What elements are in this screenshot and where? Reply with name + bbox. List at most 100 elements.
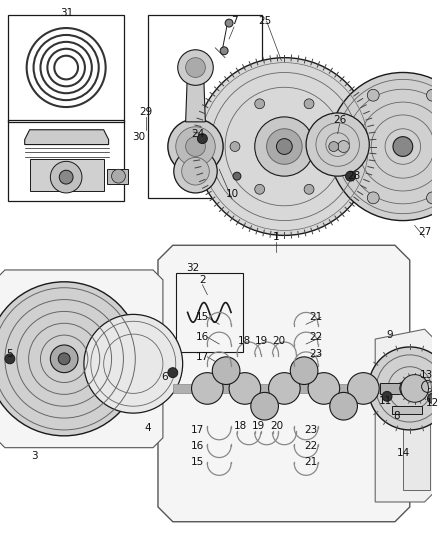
Polygon shape bbox=[186, 68, 205, 122]
Text: 29: 29 bbox=[140, 107, 153, 117]
Text: 23: 23 bbox=[309, 349, 322, 359]
Circle shape bbox=[191, 373, 223, 404]
Circle shape bbox=[176, 127, 215, 166]
Circle shape bbox=[168, 119, 223, 174]
Text: 18: 18 bbox=[238, 336, 251, 346]
Polygon shape bbox=[25, 130, 109, 144]
Circle shape bbox=[393, 136, 413, 156]
Circle shape bbox=[220, 47, 228, 55]
Text: 22: 22 bbox=[304, 441, 318, 451]
Polygon shape bbox=[0, 270, 163, 448]
Circle shape bbox=[368, 347, 438, 430]
Circle shape bbox=[186, 58, 205, 77]
Text: 21: 21 bbox=[304, 456, 318, 466]
Circle shape bbox=[276, 139, 292, 155]
Circle shape bbox=[225, 19, 233, 27]
Text: 11: 11 bbox=[378, 396, 392, 406]
Circle shape bbox=[178, 50, 213, 85]
Text: 20: 20 bbox=[270, 421, 283, 431]
Text: 23: 23 bbox=[304, 425, 318, 435]
Bar bbox=[106, 169, 128, 184]
Circle shape bbox=[182, 157, 209, 185]
Circle shape bbox=[195, 58, 373, 236]
Circle shape bbox=[233, 172, 241, 180]
Circle shape bbox=[304, 184, 314, 194]
Circle shape bbox=[229, 373, 261, 404]
Circle shape bbox=[168, 368, 178, 377]
Text: 1: 1 bbox=[273, 232, 280, 243]
Circle shape bbox=[329, 142, 339, 151]
Bar bbox=[8, 120, 124, 201]
Circle shape bbox=[174, 149, 217, 193]
Text: 17: 17 bbox=[196, 352, 209, 362]
Bar bbox=[8, 15, 124, 122]
Text: 32: 32 bbox=[186, 263, 199, 273]
Text: 12: 12 bbox=[426, 398, 438, 408]
Text: 3: 3 bbox=[31, 450, 38, 461]
Circle shape bbox=[255, 184, 265, 194]
Circle shape bbox=[367, 192, 379, 204]
Circle shape bbox=[50, 161, 82, 193]
Text: 13: 13 bbox=[420, 369, 433, 379]
Text: 7: 7 bbox=[231, 16, 237, 26]
Text: 18: 18 bbox=[234, 421, 247, 431]
Text: 22: 22 bbox=[309, 332, 322, 342]
Circle shape bbox=[255, 117, 314, 176]
Polygon shape bbox=[158, 245, 410, 522]
Circle shape bbox=[50, 345, 78, 373]
Bar bbox=[173, 384, 380, 393]
Circle shape bbox=[348, 373, 379, 404]
Text: 15: 15 bbox=[196, 312, 209, 322]
Circle shape bbox=[112, 169, 125, 183]
Circle shape bbox=[382, 391, 392, 401]
Circle shape bbox=[267, 129, 302, 164]
Text: 20: 20 bbox=[272, 336, 285, 346]
Text: 30: 30 bbox=[132, 132, 145, 142]
Text: 24: 24 bbox=[191, 128, 204, 139]
Circle shape bbox=[308, 373, 339, 404]
Circle shape bbox=[346, 171, 356, 181]
Text: 2: 2 bbox=[199, 275, 206, 285]
Circle shape bbox=[198, 134, 207, 143]
Text: 19: 19 bbox=[255, 336, 268, 346]
Bar bbox=[403, 416, 431, 490]
Bar bbox=[148, 15, 261, 198]
Circle shape bbox=[427, 393, 438, 403]
Circle shape bbox=[255, 99, 265, 109]
Text: 8: 8 bbox=[394, 411, 400, 421]
Text: 31: 31 bbox=[60, 8, 74, 18]
Circle shape bbox=[367, 90, 379, 101]
Circle shape bbox=[427, 90, 438, 101]
Circle shape bbox=[251, 392, 279, 420]
Text: 5: 5 bbox=[7, 349, 13, 359]
Circle shape bbox=[268, 373, 300, 404]
Circle shape bbox=[330, 392, 357, 420]
Text: 25: 25 bbox=[258, 16, 271, 26]
Text: 14: 14 bbox=[397, 448, 410, 458]
Text: 27: 27 bbox=[418, 228, 431, 237]
Circle shape bbox=[427, 192, 438, 204]
Circle shape bbox=[304, 99, 314, 109]
Text: 15: 15 bbox=[191, 456, 204, 466]
Circle shape bbox=[400, 378, 420, 398]
Text: 28: 28 bbox=[347, 171, 360, 181]
Bar bbox=[176, 273, 243, 352]
Text: 16: 16 bbox=[191, 441, 204, 451]
Circle shape bbox=[306, 113, 369, 176]
Circle shape bbox=[230, 142, 240, 151]
Circle shape bbox=[84, 314, 183, 413]
Circle shape bbox=[5, 354, 15, 364]
Circle shape bbox=[59, 170, 73, 184]
Circle shape bbox=[186, 136, 205, 156]
Polygon shape bbox=[30, 159, 104, 191]
Circle shape bbox=[338, 141, 350, 152]
Circle shape bbox=[58, 353, 70, 365]
Bar bbox=[392, 406, 422, 414]
Text: 6: 6 bbox=[162, 372, 168, 382]
Text: 4: 4 bbox=[145, 423, 152, 433]
Text: 21: 21 bbox=[309, 312, 322, 322]
Circle shape bbox=[0, 282, 141, 436]
Circle shape bbox=[329, 72, 438, 221]
Bar bbox=[380, 383, 415, 394]
Polygon shape bbox=[375, 329, 438, 502]
